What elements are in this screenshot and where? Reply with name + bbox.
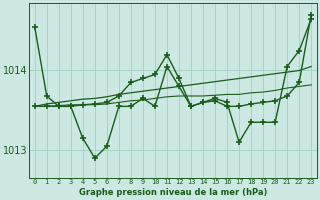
X-axis label: Graphe pression niveau de la mer (hPa): Graphe pression niveau de la mer (hPa) <box>79 188 267 197</box>
